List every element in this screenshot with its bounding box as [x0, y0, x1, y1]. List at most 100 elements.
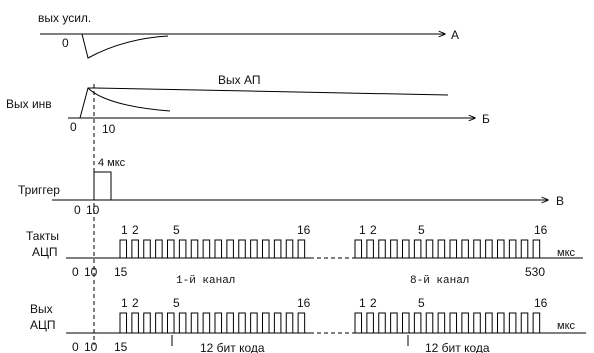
adc-out-burst-2-pulse-5 [402, 312, 410, 333]
adc-out-burst-2-pulse-12 [485, 312, 493, 333]
adc-clock-burst-2-pulse-16 [532, 239, 541, 258]
adc-out-burst-2-pulse-4 [390, 312, 398, 333]
adc-out-tick-15: 15 [114, 340, 128, 353]
adc-out-burst-1-pulse-8 [202, 312, 211, 333]
adc-clock-burst-1-pulse-12 [250, 239, 258, 258]
trigger-trace: 4 мкс Триггер 0 10 В [18, 157, 564, 217]
adc-out-burst-1-pulse-16 [297, 312, 306, 333]
adc-out-burst-2-pulse-14 [508, 312, 517, 333]
adc-out-burst-1-pulse-7 [190, 312, 199, 333]
adc-clock-pulse-16: 16 [297, 223, 311, 237]
amp-out-trace: вых усил. 0 А [38, 11, 459, 59]
adc-clock-pulse-1b: 1 [359, 223, 366, 237]
adc-clock-burst-1-pulse-15 [285, 239, 294, 258]
adc-clock-pulse-1: 1 [121, 223, 128, 237]
inv-out-zero: 0 [70, 120, 77, 134]
adc-out-burst-2-pulse-15 [520, 312, 529, 333]
adc-clock-burst-2-pulse-9 [449, 239, 458, 258]
adc-out-burst-1-pulse-3 [143, 312, 151, 333]
adc-out-trace: Вых АЦП 1 2 5 16 1 2 5 16 мкс 0 10 15 12… [30, 296, 586, 353]
adc-clock-burst-2-pulse-14 [508, 239, 517, 258]
adc-out-burst-2-pulse-11 [473, 312, 481, 333]
adc-out-pulse-1: 1 [121, 296, 128, 310]
trigger-pulse-label: 4 мкс [98, 157, 126, 169]
adc-out-code-label-1: 12 бит кода [200, 341, 265, 353]
amp-out-zero: 0 [62, 36, 69, 50]
adc-out-pulse-16b: 16 [534, 296, 548, 310]
adc-clock-burst-2 [354, 239, 545, 259]
adc-out-burst-2-pulse-1 [354, 312, 363, 333]
adc-out-burst-2-pulse-3 [378, 312, 386, 333]
inv-out-ten: 10 [102, 122, 116, 136]
adc-out-burst-2-pulse-13 [497, 312, 505, 333]
adc-out-burst-1 [119, 312, 310, 334]
adc-clock-burst-2-pulse-5 [402, 239, 410, 258]
inv-out-trace: Вых АП Вых инв 0 10 Б [6, 73, 490, 136]
adc-clock-burst-1-pulse-10 [226, 239, 234, 258]
adc-clock-tick-10: 10 [84, 265, 98, 279]
adc-out-burst-2-pulse-7 [425, 312, 434, 333]
adc-clock-burst-1-pulse-1 [119, 239, 128, 258]
adc-clock-trace: Такты АЦП 1 2 5 16 1 2 5 16 мкс 0 10 15 … [26, 223, 583, 287]
adc-out-pulse-2b: 2 [370, 296, 377, 310]
adc-clock-tick-15: 15 [114, 265, 128, 279]
adc-out-burst-2-pulse-2 [366, 312, 374, 333]
adc-clock-burst-2-pulse-7 [425, 239, 434, 258]
trigger-end-label: В [556, 194, 564, 208]
inv-out-label: Вых инв [6, 97, 52, 111]
adc-clock-burst-1-pulse-14 [273, 239, 282, 258]
adc-out-burst-1-pulse-13 [262, 312, 270, 333]
amp-out-label: вых усил. [38, 11, 91, 25]
adc-clock-burst-1-pulse-3 [143, 239, 151, 258]
adc-out-unit: мкс [557, 320, 575, 332]
adc-out-label-line2: АЦП [30, 318, 56, 332]
amp-out-pulse [80, 33, 169, 59]
adc-out-pulse-1b: 1 [359, 296, 366, 310]
adc-out-burst-1-pulse-10 [226, 312, 234, 333]
adc-out-burst-2-pulse-10 [461, 312, 469, 333]
adc-out-burst-2-pulse-6 [413, 312, 422, 333]
amp-out-end-label: А [451, 28, 459, 42]
adc-clock-burst-1-pulse-5 [167, 239, 175, 258]
trigger-zero: 0 [74, 203, 81, 217]
adc-clock-burst-2-pulse-6 [413, 239, 422, 258]
adc-clock-burst-2-pulse-12 [485, 239, 493, 258]
adc-clock-tick-530: 530 [525, 265, 545, 279]
adc-clock-burst-2-pulse-8 [437, 239, 446, 258]
adc-clock-burst-1 [119, 239, 310, 259]
adc-clock-burst-1-pulse-8 [202, 239, 211, 258]
adc-out-code-label-2: 12 бит кода [425, 341, 490, 353]
adc-clock-channel-1: 1-й канал [176, 275, 235, 287]
adc-out-pulse-2: 2 [132, 296, 139, 310]
adc-out-burst-1-pulse-6 [178, 312, 187, 333]
trigger-ten: 10 [86, 203, 100, 217]
adc-clock-burst-2-pulse-3 [378, 239, 386, 258]
adc-clock-burst-1-pulse-7 [190, 239, 199, 258]
adc-out-burst-2-pulse-16 [532, 312, 541, 333]
adc-clock-unit: мкс [557, 247, 575, 259]
adc-out-burst-1-pulse-12 [250, 312, 258, 333]
adc-out-pulse-5b: 5 [418, 296, 425, 310]
adc-clock-burst-1-pulse-4 [155, 239, 163, 258]
adc-out-pulse-5: 5 [173, 296, 180, 310]
adc-out-burst-1-pulse-5 [167, 312, 175, 333]
ap-out-label: Вых АП [218, 73, 260, 87]
inv-out-end-label: Б [482, 112, 490, 126]
adc-clock-burst-1-pulse-9 [214, 239, 223, 258]
adc-out-pulse-16: 16 [297, 296, 311, 310]
adc-clock-burst-2-pulse-15 [520, 239, 529, 258]
adc-clock-burst-2-pulse-10 [461, 239, 469, 258]
trigger-pulse [93, 171, 112, 200]
adc-clock-pulse-2: 2 [132, 223, 139, 237]
adc-clock-burst-2-pulse-4 [390, 239, 398, 258]
adc-out-label-line1: Вых [30, 302, 53, 316]
adc-out-burst-1-pulse-14 [273, 312, 282, 333]
adc-clock-channel-8: 8-й канал [410, 275, 469, 287]
inv-out-pulse [87, 87, 171, 112]
adc-clock-burst-1-pulse-2 [131, 239, 139, 258]
adc-out-burst-2 [354, 312, 545, 334]
adc-out-burst-1-pulse-11 [238, 312, 246, 333]
trigger-label: Триггер [18, 183, 60, 197]
adc-out-burst-1-pulse-2 [131, 312, 139, 333]
adc-out-burst-2-pulse-8 [437, 312, 446, 333]
